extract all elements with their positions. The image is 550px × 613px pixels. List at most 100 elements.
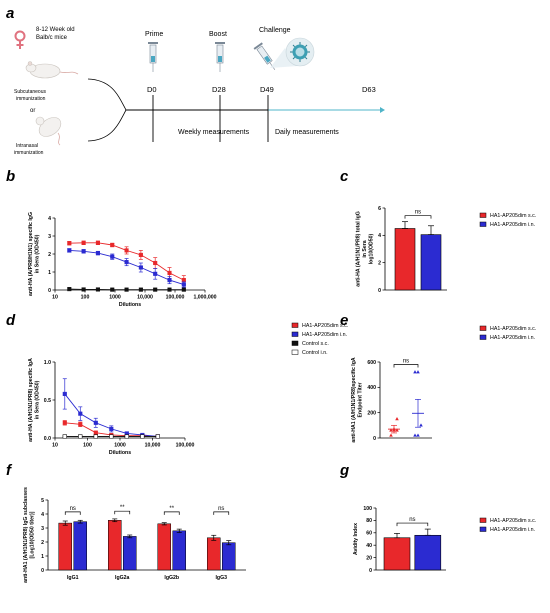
chart-b-series-2-point <box>167 287 172 292</box>
chart-g-ylabel: Avidity Index <box>353 523 359 555</box>
chart-f-sig-3-label: ns <box>218 506 224 512</box>
mice-label-line2: Balb/c mice <box>36 35 68 41</box>
route1-line1: Subcutaneous <box>14 89 46 95</box>
chart-c-bar-1 <box>420 234 442 291</box>
chart-c-y-tick-label: 2 <box>378 260 381 266</box>
chart-f-ylabel-line: anti-HA1 (A/H1N1/PR8) IgG subclasses <box>23 487 29 583</box>
virus-icon <box>270 37 315 68</box>
chart-d-series-1-point <box>93 420 98 425</box>
chart-f-bar-IgG3-0 <box>207 537 221 571</box>
chart-f-y-tick-label: 2 <box>41 540 44 546</box>
chart-d-y-tick-label: 0.5 <box>44 398 51 404</box>
chart-b-series-2-point <box>67 287 72 292</box>
chart-b-y-tick-label: 1 <box>48 270 51 276</box>
chart-d-series-1-point <box>78 411 83 416</box>
chart-d-series-3-point <box>62 434 67 439</box>
chart-f-sig-3-bracket <box>213 511 230 515</box>
legend-g-swatch <box>479 517 487 523</box>
chart-b-series-0-point <box>67 241 72 246</box>
legend-g-label: HA1-AP205dim i.n. <box>490 527 535 533</box>
chart-d-series-3-point <box>155 434 160 439</box>
chart-f-ylabel: anti-HA1 (A/H1N1/PR8) IgG subclasses [Log… <box>23 487 36 583</box>
chart-f-sig-0-bracket <box>64 511 81 515</box>
panel-g-letter: g <box>340 462 350 479</box>
chart-b-series-1-line <box>69 249 184 286</box>
legend-d-label: Control i.n. <box>302 350 328 356</box>
chart-e-ylabel-line: Endpoint Titer <box>357 382 363 417</box>
syringe-icon <box>148 42 158 72</box>
chart-d-series-1-point <box>62 391 67 396</box>
chart-f-sig-1-label: ** <box>120 505 125 511</box>
legend-g-swatch <box>479 526 487 532</box>
chart-d-x-tick-label: 1000 <box>114 443 126 449</box>
chart-f-x-tick-label: IgG2a <box>115 575 130 581</box>
weekly-label: Weekly measurements <box>178 129 250 136</box>
chart-b-x-tick-label: 100,000 <box>166 295 185 301</box>
chart-f-bar-IgG1-0 <box>58 522 72 571</box>
chart-d-series-3-point <box>78 434 83 439</box>
chart-f-sig-1-bracket <box>114 510 131 515</box>
chart-d-series-3-point <box>109 434 114 439</box>
chart-f-bar-IgG2a-0 <box>108 520 122 571</box>
chart-d-series-3-point <box>140 434 145 439</box>
chart-d-series-1-point <box>109 426 114 431</box>
chart-f-x-tick-label: IgG2b <box>164 575 179 581</box>
chart-b-y-tick-label: 2 <box>48 252 51 258</box>
chart-e-group-1-point <box>413 370 417 374</box>
legend-e-label: HA1-AP205dim i.n. <box>490 335 535 341</box>
chart-d-series-3-point <box>124 434 129 439</box>
chart-c-ylabel-line: in Sera <box>362 240 368 257</box>
day-d28: D28 <box>212 85 226 94</box>
chart-g-y-tick-label: 60 <box>366 531 372 537</box>
day-d49: D49 <box>260 85 274 94</box>
chart-d-series-0-point <box>62 420 67 425</box>
chart-d-xlabel: Dilutions <box>109 450 131 456</box>
chart-f-bar-IgG2b-1 <box>172 530 186 571</box>
chart-b-ylabel-line: anti-HA (A/PR8/H1N1) specific IgG <box>28 212 34 296</box>
chart-b-series-2-point <box>124 287 129 292</box>
chart-d-series-0-point <box>78 422 83 427</box>
chart-f-bar-IgG3-1 <box>222 542 236 571</box>
chart-b-series-2-point <box>153 287 158 292</box>
chart-f-y-tick-label: 5 <box>41 498 44 504</box>
chart-b-series-0-point <box>181 278 186 283</box>
chart-g-sig-bracket <box>396 522 429 527</box>
chart-e-sig-label: ns <box>403 359 409 365</box>
chart-b-series-1-point <box>110 254 115 259</box>
legend-c-label: HA1-AP205dim s.c. <box>490 213 536 219</box>
panel-d-letter: d <box>6 312 16 329</box>
day-d0: D0 <box>147 85 157 94</box>
chart-c-ylabel-line: anti-HA (A/H1N1/PR8) total IgG <box>356 211 362 287</box>
chart-e-y-tick-label: 600 <box>367 360 376 366</box>
chart-b-y-tick-label: 0 <box>48 288 51 294</box>
chart-d-x-tick-label: 100,000 <box>176 443 195 449</box>
chart-d-x-tick-label: 10,000 <box>145 443 161 449</box>
chart-d-ylabel-line: anti-HA (A/H1N1/PR8) specific IgA <box>28 358 34 442</box>
chart-b-x-tick-label: 1000 <box>109 295 121 301</box>
chart-b-series-2-point <box>95 287 100 292</box>
chart-e-ylabel-line: anti-HA1 (A/H1N1/PR8)specific IgA <box>351 357 357 443</box>
chart-f-y-tick-label: 3 <box>41 526 44 532</box>
route1-line2: immunization <box>16 96 46 102</box>
chart-f-y-tick-label: 1 <box>41 554 44 560</box>
event-prime: Prime <box>145 31 163 38</box>
chart-g-y-tick-label: 40 <box>366 543 372 549</box>
legend-e-swatch <box>479 325 487 331</box>
chart-c-ylabel-line: log10(OD50) <box>369 233 375 264</box>
chart-b-series-0-point <box>167 270 172 275</box>
chart-g-y-tick-label: 100 <box>363 506 372 512</box>
chart-b-series-0-point <box>95 240 100 245</box>
chart-f-bar-IgG1-1 <box>73 521 87 571</box>
panel-c-letter: c <box>340 168 349 185</box>
chart-b-series-1-point <box>167 278 172 283</box>
chart-c-y-tick-label: 4 <box>378 233 381 239</box>
chart-d-ylabel: anti-HA (A/H1N1/PR8) specific IgA in Sera… <box>28 358 41 442</box>
chart-e-group-1-point <box>416 433 420 437</box>
mouse-icon <box>25 61 79 79</box>
chart-g-y-tick-label: 0 <box>369 568 372 574</box>
chart-b-y-tick-label: 3 <box>48 234 51 240</box>
chart-f-x-tick-label: IgG1 <box>67 575 79 581</box>
chart-c-y-tick-label: 6 <box>378 206 381 212</box>
legend-c-swatch <box>479 212 487 218</box>
chart-b-xlabel: Dilutions <box>119 302 141 308</box>
